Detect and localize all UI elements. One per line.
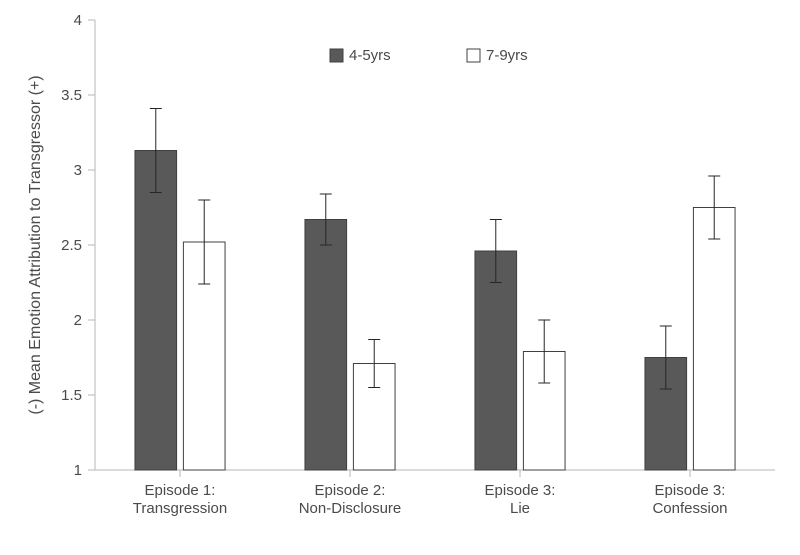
legend-swatch <box>330 49 343 62</box>
y-axis-label: (-) Mean Emotion Attribution to Transgre… <box>27 75 44 414</box>
bar <box>693 208 735 471</box>
chart-svg: 1 1.5 2 2.5 3 3.5 4 Episode 1:Transgression Epis… <box>0 0 800 555</box>
y-tick-label: 1.5 <box>61 387 82 404</box>
legend-label: 7-9yrs <box>486 47 528 64</box>
category-label: Episode 2: <box>315 482 386 499</box>
category-label: Episode 1: <box>145 482 216 499</box>
category-label: Lie <box>510 500 530 517</box>
category-label: Transgression <box>133 500 227 517</box>
y-tick-label: 4 <box>74 12 82 29</box>
y-tick-label: 3 <box>74 162 82 179</box>
legend-label: 4-5yrs <box>349 47 391 64</box>
category-label: Episode 3: <box>655 482 726 499</box>
category-label: Non-Disclosure <box>299 500 402 517</box>
bar <box>305 220 347 471</box>
legend-swatch <box>467 49 480 62</box>
y-tick-label: 2.5 <box>61 237 82 254</box>
category-label: Confession <box>652 500 727 517</box>
category-label: Episode 3: <box>485 482 556 499</box>
bar <box>135 151 177 471</box>
y-tick-label: 2 <box>74 312 82 329</box>
y-tick-label: 1 <box>74 462 82 479</box>
bar <box>475 251 517 470</box>
emotion-attribution-chart: 1 1.5 2 2.5 3 3.5 4 Episode 1:Transgression Epis… <box>0 0 800 555</box>
y-tick-label: 3.5 <box>61 87 82 104</box>
